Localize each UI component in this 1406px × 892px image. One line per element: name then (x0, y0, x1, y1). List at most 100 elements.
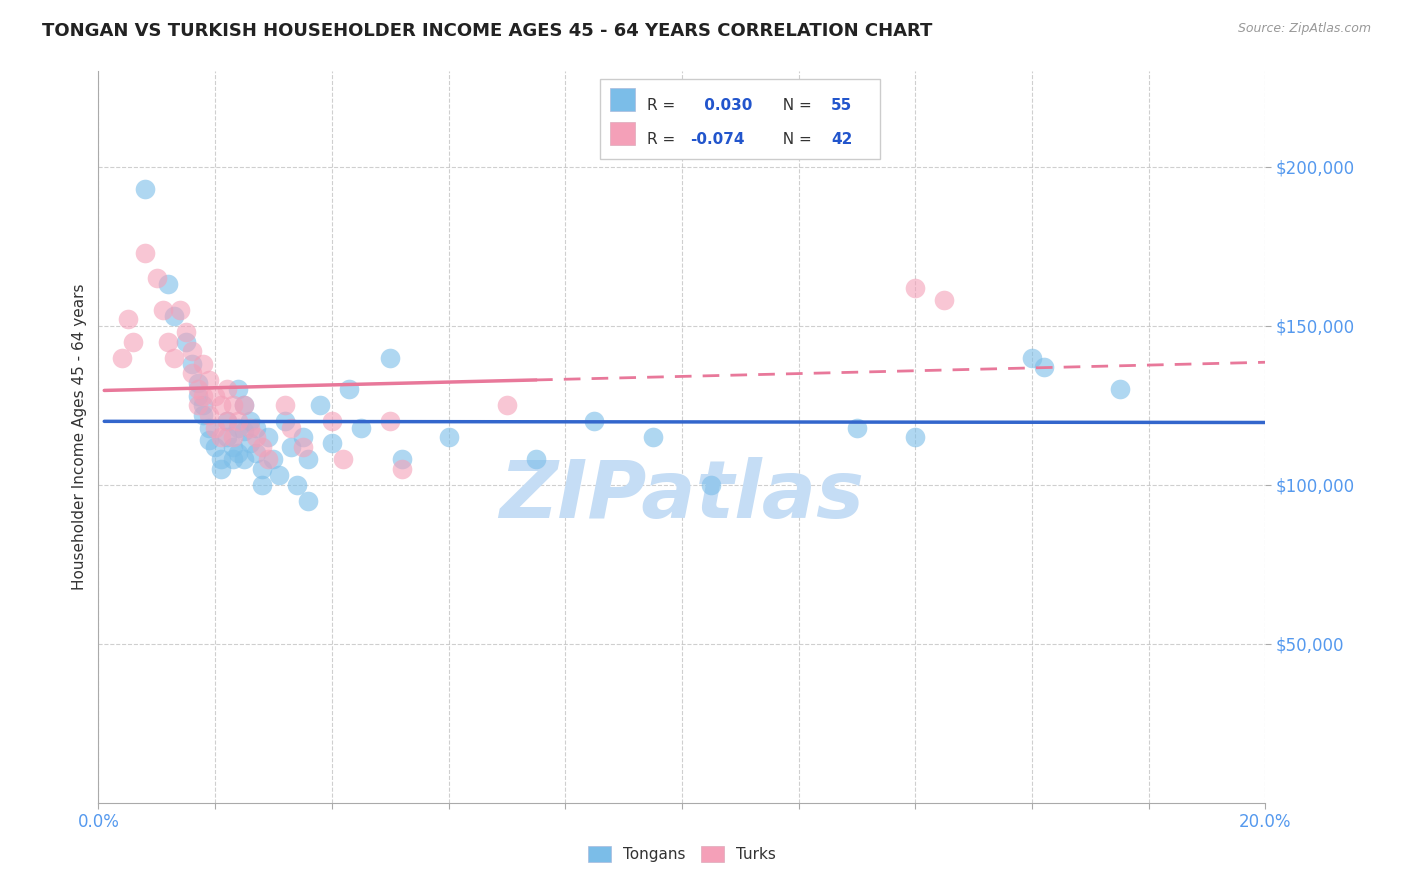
Point (193, 408, 215, 422)
Point (280, 420, 302, 434)
Point (198, 408, 221, 422)
Point (228, 414, 250, 428)
Point (641, 430, 664, 444)
Point (245, 420, 267, 434)
Point (187, 376, 209, 390)
Point (233, 398, 256, 412)
Point (245, 446, 267, 460)
Point (291, 430, 314, 444)
Text: 42: 42 (831, 132, 852, 147)
Point (221, 430, 243, 444)
Point (215, 430, 238, 444)
Point (280, 440, 302, 454)
Text: N =: N = (773, 132, 817, 147)
Point (193, 389, 215, 403)
Point (163, 351, 186, 365)
Point (233, 452, 256, 467)
Text: R =: R = (647, 132, 681, 147)
Point (198, 373, 221, 387)
Text: -0.074: -0.074 (690, 132, 745, 147)
Point (269, 468, 291, 483)
Point (904, 280, 927, 294)
Point (117, 312, 139, 326)
Point (700, 477, 723, 491)
Point (157, 334, 180, 349)
Text: R =: R = (647, 98, 681, 113)
Point (250, 440, 273, 454)
Point (1108, 383, 1130, 397)
Point (256, 452, 278, 467)
Point (350, 420, 373, 434)
Point (204, 420, 226, 434)
Point (291, 440, 314, 454)
Point (380, 414, 402, 428)
Point (221, 440, 243, 454)
Point (583, 414, 606, 428)
Point (250, 477, 273, 491)
Text: ZIPatlas: ZIPatlas (499, 457, 865, 534)
Point (250, 462, 273, 476)
Point (1032, 360, 1054, 375)
Point (180, 357, 202, 371)
Point (174, 325, 197, 339)
Point (215, 414, 238, 428)
Point (187, 383, 209, 397)
Point (193, 398, 215, 412)
Point (174, 334, 197, 349)
Point (180, 344, 202, 359)
Point (209, 462, 232, 476)
Point (198, 434, 221, 448)
Point (297, 452, 319, 467)
Point (256, 430, 278, 444)
Point (239, 414, 262, 428)
Point (380, 351, 402, 365)
Point (134, 182, 156, 196)
Point (209, 430, 232, 444)
Point (204, 440, 226, 454)
Point (437, 430, 460, 444)
Point (391, 462, 413, 476)
Point (846, 420, 869, 434)
Point (187, 398, 209, 412)
Point (169, 302, 191, 317)
Text: 0.030: 0.030 (699, 98, 752, 113)
Point (122, 334, 145, 349)
Point (274, 414, 297, 428)
Point (198, 420, 221, 434)
Point (239, 436, 262, 450)
Text: N =: N = (773, 98, 817, 113)
Point (285, 477, 308, 491)
Point (111, 351, 134, 365)
Point (221, 398, 243, 412)
Point (524, 452, 547, 467)
Point (934, 293, 956, 308)
Text: TONGAN VS TURKISH HOUSEHOLDER INCOME AGES 45 - 64 YEARS CORRELATION CHART: TONGAN VS TURKISH HOUSEHOLDER INCOME AGE… (42, 22, 932, 40)
Point (391, 452, 413, 467)
Point (332, 452, 354, 467)
Point (274, 398, 297, 412)
Legend: Tongans, Turks: Tongans, Turks (582, 840, 782, 868)
Bar (610, 88, 636, 111)
Text: 55: 55 (831, 98, 852, 113)
Point (337, 383, 360, 397)
Point (209, 452, 232, 467)
Point (309, 398, 332, 412)
Point (134, 245, 156, 260)
Point (215, 414, 238, 428)
Point (233, 424, 256, 438)
Point (187, 389, 209, 403)
Point (180, 367, 202, 381)
Point (163, 310, 186, 324)
Point (228, 383, 250, 397)
Point (157, 277, 180, 292)
Point (1021, 351, 1043, 365)
Point (221, 452, 243, 467)
Point (228, 446, 250, 460)
Point (193, 357, 215, 371)
Point (146, 271, 169, 285)
Bar (600, 78, 880, 159)
Point (321, 436, 343, 450)
Text: Source: ZipAtlas.com: Source: ZipAtlas.com (1237, 22, 1371, 36)
Point (496, 398, 519, 412)
Point (904, 430, 927, 444)
